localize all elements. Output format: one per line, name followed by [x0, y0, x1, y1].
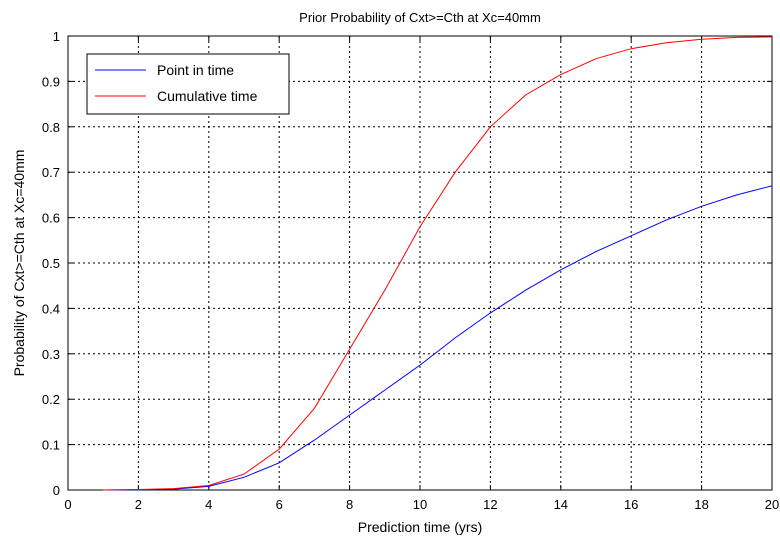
- x-tick-label: 18: [694, 497, 708, 512]
- legend-label-cumulative-time: Cumulative time: [157, 88, 258, 104]
- x-tick-label: 6: [276, 497, 283, 512]
- y-tick-label: 0.1: [42, 438, 60, 453]
- y-tick-label: 0.4: [42, 301, 60, 316]
- y-tick-label: 0.7: [42, 165, 60, 180]
- y-tick-label: 0.2: [42, 392, 60, 407]
- x-axis-label: Prediction time (yrs): [358, 519, 482, 535]
- y-axis-label: Probability of Cxt>=Cth at Xc=40mm: [11, 150, 27, 377]
- y-tick-label: 0: [53, 483, 60, 498]
- series-line-point-in-time: [103, 185, 773, 491]
- series-line-cumulative-time: [103, 36, 773, 491]
- x-tick-label: 12: [483, 497, 497, 512]
- x-tick-label: 0: [64, 497, 71, 512]
- y-tick-label: 0.6: [42, 211, 60, 226]
- x-tick-label: 2: [135, 497, 142, 512]
- y-tick-label: 0.9: [42, 74, 60, 89]
- x-tick-label: 8: [346, 497, 353, 512]
- y-tick-label: 0.3: [42, 347, 60, 362]
- axis-ticks: 0 2 4 6 8 10 12 14 16 18 20 0 0.1 0.2 0.3 0.4 0.5 0.6 0.7 0…: [42, 29, 779, 512]
- x-tick-label: 10: [413, 497, 427, 512]
- legend-label-point-in-time: Point in time: [157, 62, 234, 78]
- grid: [68, 36, 772, 490]
- x-tick-label: 20: [765, 497, 779, 512]
- y-tick-label: 1: [53, 29, 60, 44]
- y-tick-label: 0.8: [42, 120, 60, 135]
- legend: Point in time Cumulative time: [86, 53, 290, 115]
- x-tick-label: 14: [554, 497, 568, 512]
- legend-box: [86, 53, 290, 115]
- series-lines: [103, 36, 773, 491]
- x-tick-label: 16: [624, 497, 638, 512]
- x-tick-label: 4: [205, 497, 212, 512]
- y-tick-label: 0.5: [42, 256, 60, 271]
- chart-title: Prior Probability of Cxt>=Cth at Xc=40mm: [299, 10, 541, 25]
